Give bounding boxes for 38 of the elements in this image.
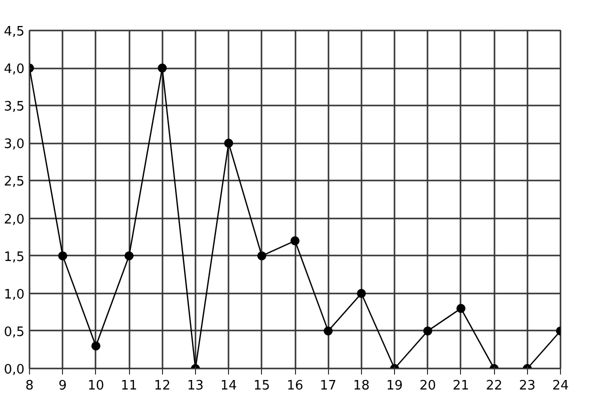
point: [224, 138, 234, 148]
point: [423, 326, 432, 336]
x-tick-label: 18: [353, 378, 370, 394]
y-tick-label: 1,5: [4, 250, 25, 265]
y-tick-label: 0,0: [4, 362, 25, 378]
point: [158, 64, 167, 73]
x-tick-label: 17: [320, 378, 336, 394]
x-tick-label: 9: [58, 378, 67, 394]
y-tick-label: 2,5: [4, 174, 25, 190]
x-tick-label: 22: [486, 378, 502, 394]
x-tick-label: 24: [552, 378, 569, 394]
y-tick-label: 3,5: [4, 100, 25, 115]
x-tick-label: 12: [154, 378, 171, 394]
y-tick-label: 3,0: [4, 137, 25, 152]
point: [91, 341, 100, 350]
y-tick-label: 4,5: [4, 24, 25, 40]
x-tick-label: 15: [254, 378, 270, 394]
x-tick-label: 14: [220, 378, 237, 394]
x-tick-label: 13: [187, 378, 204, 394]
x-tick-label: 20: [419, 378, 436, 394]
y-tick-label: 0,5: [4, 324, 25, 340]
point: [124, 251, 134, 260]
point: [356, 288, 366, 298]
y-tick-label: 1,0: [4, 287, 25, 302]
x-tick-label: 10: [88, 378, 104, 394]
x-tick-label: 21: [452, 378, 470, 394]
point: [456, 304, 466, 313]
x-tick-label: 16: [286, 378, 304, 394]
point: [257, 251, 266, 260]
x-tick-label: 19: [386, 378, 403, 394]
point: [58, 251, 68, 260]
x-tick-label: 8: [25, 378, 34, 394]
point: [290, 236, 300, 246]
y-tick-label: 2,0: [4, 212, 25, 228]
x-tick-label: 23: [519, 378, 536, 394]
point: [324, 326, 333, 336]
y-tick-label: 4,0: [4, 62, 25, 78]
x-tick-label: 11: [120, 378, 138, 394]
